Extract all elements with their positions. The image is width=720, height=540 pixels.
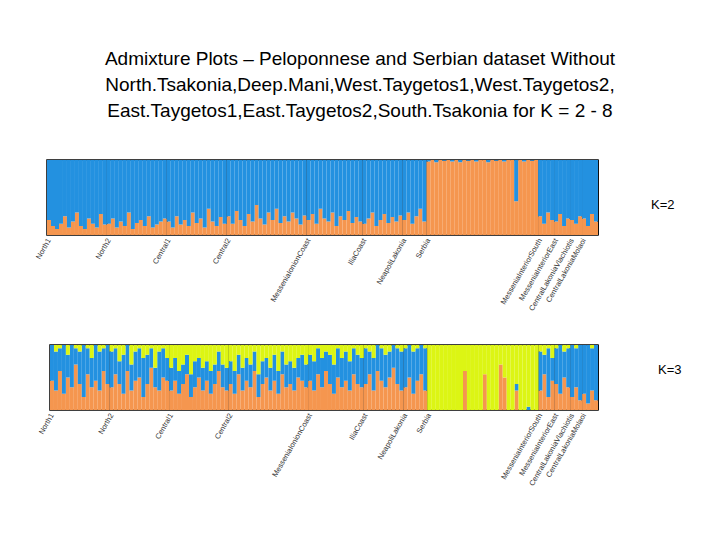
svg-text:K=3: K=3 xyxy=(658,362,682,377)
svg-text:North1: North1 xyxy=(34,237,53,261)
svg-text:Admixture Plots – Peloponnese: Admixture Plots – Peloponnese and Serbia… xyxy=(105,48,616,69)
svg-text:CentralLakoniaMolaoi: CentralLakoniaMolaoi xyxy=(544,411,588,478)
svg-text:Central2: Central2 xyxy=(211,237,233,266)
svg-text:North2: North2 xyxy=(96,412,115,436)
svg-text:Central2: Central2 xyxy=(213,412,235,441)
svg-text:MesseniaIonionCoast: MesseniaIonionCoast xyxy=(270,411,314,479)
svg-text:East.Taygetos1,East.Taygetos2,: East.Taygetos1,East.Taygetos2,South.Tsak… xyxy=(107,100,612,121)
svg-text:Serbia: Serbia xyxy=(414,236,433,260)
svg-text:NeapoliLakonia: NeapoliLakonia xyxy=(376,411,410,461)
svg-text:MesseniaInteriorEast: MesseniaInteriorEast xyxy=(517,236,560,303)
svg-text:CentralLakoniaVlachiotis: CentralLakoniaVlachiotis xyxy=(527,411,577,488)
svg-text:IliaCoast: IliaCoast xyxy=(347,411,370,442)
svg-text:MesseniaInteriorSouth: MesseniaInteriorSouth xyxy=(499,411,545,482)
svg-text:MesseniaIonionCoast: MesseniaIonionCoast xyxy=(269,236,313,304)
svg-text:NeapoliLakonia: NeapoliLakonia xyxy=(375,236,409,286)
svg-text:IliaCoast: IliaCoast xyxy=(346,236,369,267)
svg-text:Central1: Central1 xyxy=(151,237,173,266)
svg-text:North.Tsakonia,Deep.Mani,West.: North.Tsakonia,Deep.Mani,West.Taygetos1,… xyxy=(105,74,614,95)
svg-text:CentralLakoniaVlachiotis: CentralLakoniaVlachiotis xyxy=(527,236,576,313)
svg-text:K=2: K=2 xyxy=(651,197,675,212)
svg-text:Central1: Central1 xyxy=(153,412,175,441)
svg-text:MesseniaInteriorEast: MesseniaInteriorEast xyxy=(517,411,561,478)
svg-text:MesseniaInteriorSouth: MesseniaInteriorSouth xyxy=(498,236,544,307)
svg-text:North1: North1 xyxy=(37,412,56,436)
svg-text:CentralLakoniaMolaoi: CentralLakoniaMolaoi xyxy=(544,236,588,303)
svg-text:Serbia: Serbia xyxy=(415,411,434,435)
svg-text:North2: North2 xyxy=(94,237,113,261)
